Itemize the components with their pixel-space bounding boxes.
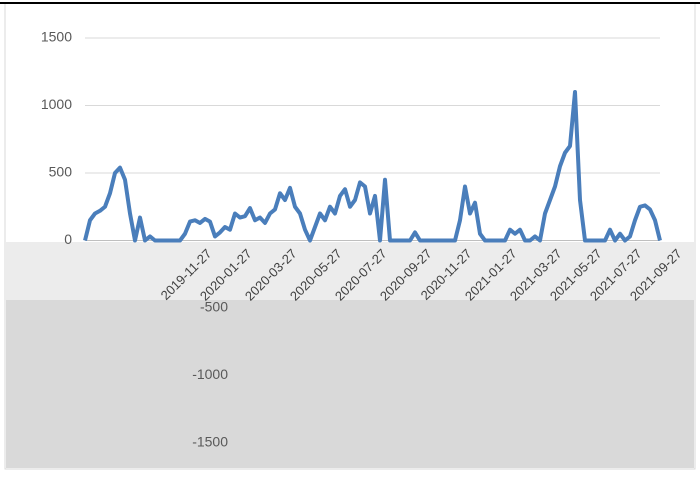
y-tick-label: 500 [49, 164, 73, 180]
y-tick-label: 1500 [41, 29, 72, 45]
y-tick-label: -1000 [192, 366, 228, 382]
y-tick-label: -500 [200, 299, 228, 315]
line-series [83, 90, 662, 243]
y-tick-label: 0 [64, 231, 72, 247]
y-tick-label: 1000 [41, 96, 72, 112]
glitch-band [6, 242, 694, 300]
glitch-area [6, 300, 694, 468]
y-tick-label: -1500 [192, 434, 228, 450]
